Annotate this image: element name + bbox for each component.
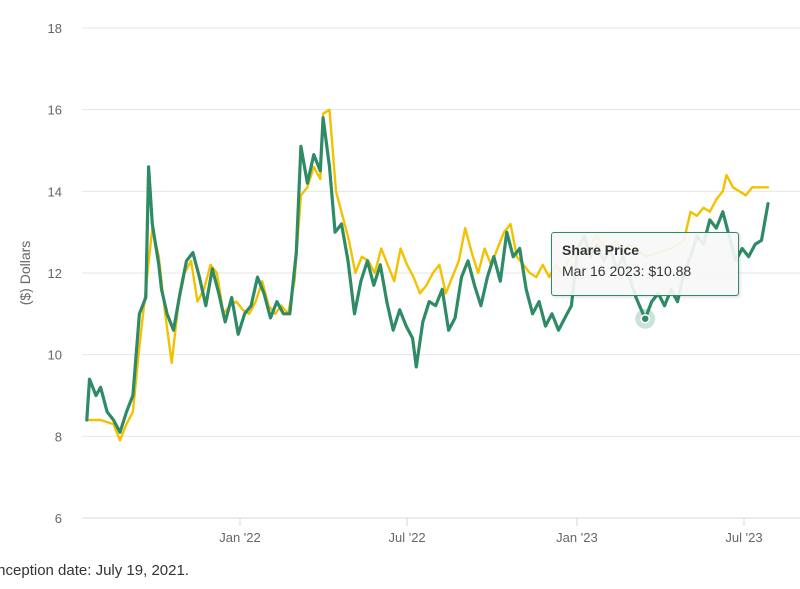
y-axis-title: ($) Dollars xyxy=(17,241,33,306)
x-tick-label: Jul '22 xyxy=(388,530,425,545)
highlight-marker[interactable] xyxy=(635,308,656,329)
y-tick-label: 18 xyxy=(48,21,62,36)
y-tick-label: 10 xyxy=(48,348,62,363)
tooltip-title: Share Price xyxy=(562,242,640,258)
x-tick-label: Jan '22 xyxy=(219,530,261,545)
y-tick-label: 14 xyxy=(48,184,62,199)
tooltip: Share Price Mar 16 2023: $10.88 xyxy=(551,232,739,296)
y-tick-label: 12 xyxy=(48,266,62,281)
inception-date-note: Inception date: July 19, 2021. xyxy=(0,562,189,579)
y-axis-tick-labels: 6 8 10 12 14 16 18 xyxy=(48,21,62,526)
chart-grid xyxy=(82,27,800,519)
y-tick-label: 6 xyxy=(55,511,62,526)
y-tick-label: 16 xyxy=(48,103,62,118)
share-price-line xyxy=(85,116,770,434)
y-tick-label: 8 xyxy=(55,429,62,444)
highlight-point[interactable] xyxy=(640,313,650,324)
x-axis-tick-labels: Jan '22 Jul '22 Jan '23 Jul '23 xyxy=(82,517,800,545)
tooltip-value: Mar 16 2023: $10.88 xyxy=(562,263,692,279)
x-tick-label: Jul '23 xyxy=(725,530,762,545)
x-tick-label: Jan '23 xyxy=(556,530,598,545)
